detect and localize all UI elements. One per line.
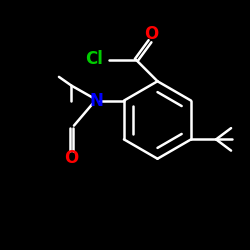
Text: O: O [144,25,158,43]
Text: Cl: Cl [85,50,102,68]
Text: O: O [64,149,78,167]
Text: N: N [90,92,104,110]
